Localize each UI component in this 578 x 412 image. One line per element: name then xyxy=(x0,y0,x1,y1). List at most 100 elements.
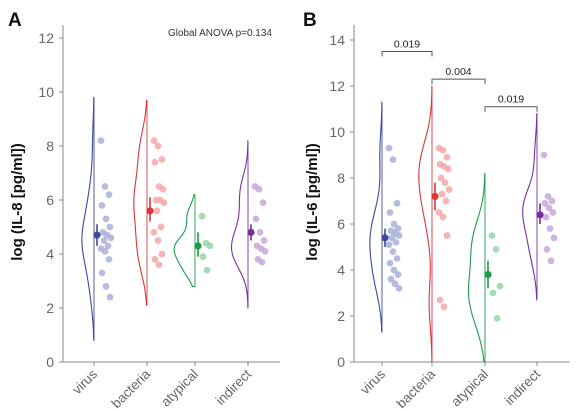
data-point-indirect xyxy=(256,229,264,236)
mean-point-virus xyxy=(93,231,101,239)
data-point-virus xyxy=(101,247,109,255)
data-point-indirect xyxy=(545,204,553,212)
violin-bacteria xyxy=(133,99,148,306)
anova-annotation: Global ANOVA p=0.134 xyxy=(168,28,272,39)
significance-bracket xyxy=(381,51,433,57)
data-point-bacteria xyxy=(155,261,163,269)
data-point-bacteria xyxy=(443,153,451,161)
violin-indirect xyxy=(230,140,249,309)
y-tick-label: 10 xyxy=(38,84,54,100)
y-tick-label: 0 xyxy=(46,354,54,370)
panel-b: B log (IL-6 [pg/ml]) 0 2 4 6 8 10 12 14 virus bac… xyxy=(303,10,570,411)
data-point-bacteria xyxy=(157,223,165,231)
data-point-virus xyxy=(390,266,398,274)
data-point-bacteria xyxy=(151,256,159,263)
group-atypical xyxy=(173,194,214,287)
data-point-indirect xyxy=(542,213,550,221)
data-point-bacteria xyxy=(438,190,446,198)
x-tick-label-indirect: indirect xyxy=(213,366,255,408)
y-tick-label: 2 xyxy=(46,300,54,316)
mean-point-atypical xyxy=(484,271,492,279)
data-point-bacteria xyxy=(443,232,451,239)
data-point-atypical xyxy=(488,232,496,239)
data-point-indirect xyxy=(546,225,554,233)
mean-point-indirect xyxy=(247,228,255,236)
panel-a: A Global ANOVA p=0.134 log (IL-8 [pg/ml]… xyxy=(8,10,280,411)
panel-a-ylabel: log (IL-8 [pg/ml]) xyxy=(9,143,26,260)
data-point-indirect xyxy=(541,199,549,207)
data-point-indirect xyxy=(548,197,556,205)
data-point-bacteria xyxy=(435,209,443,216)
data-point-virus xyxy=(105,191,113,199)
data-point-atypical xyxy=(206,242,214,250)
data-point-virus xyxy=(106,223,114,231)
group-virus xyxy=(81,96,115,341)
data-point-virus xyxy=(385,241,393,249)
data-point-virus xyxy=(390,220,398,228)
y-tick-label: 8 xyxy=(337,170,345,186)
violin-bacteria xyxy=(418,85,433,363)
data-point-bacteria xyxy=(440,303,448,311)
data-point-virus xyxy=(392,239,400,246)
data-point-virus xyxy=(389,156,397,164)
panel-b-groups xyxy=(369,85,558,363)
mean-point-indirect xyxy=(536,211,544,219)
data-point-virus xyxy=(395,285,403,292)
data-point-bacteria xyxy=(159,185,167,193)
data-point-bacteria xyxy=(153,207,161,215)
data-point-virus xyxy=(391,280,399,288)
data-point-bacteria xyxy=(154,237,162,244)
data-point-bacteria xyxy=(444,165,452,173)
violin-atypical xyxy=(467,172,486,363)
y-tick-label: 0 xyxy=(337,354,345,370)
y-tick-label: 6 xyxy=(337,216,345,232)
violin-atypical xyxy=(173,194,195,287)
mean-point-atypical xyxy=(194,242,202,250)
x-tick-label-bacteria: bacteria xyxy=(394,366,439,411)
panel-b-label: B xyxy=(303,10,317,31)
x-tick-label-virus: virus xyxy=(69,366,100,397)
data-point-virus xyxy=(387,275,395,283)
panel-a-groups xyxy=(81,96,269,341)
data-point-atypical xyxy=(489,289,497,297)
significance-bracket xyxy=(484,106,538,112)
mean-point-bacteria xyxy=(431,192,439,200)
data-point-bacteria xyxy=(437,174,445,182)
data-point-indirect xyxy=(547,257,555,265)
x-tick-label-atypical: atypical xyxy=(448,367,491,410)
data-point-virus xyxy=(105,256,113,263)
data-point-virus xyxy=(98,202,106,209)
data-point-atypical xyxy=(198,212,206,220)
data-point-virus xyxy=(389,248,397,256)
significance-bracket xyxy=(431,78,486,85)
data-point-indirect xyxy=(260,237,268,244)
data-point-virus xyxy=(102,215,110,223)
significance-label: 0.019 xyxy=(394,39,420,51)
data-point-indirect xyxy=(540,151,548,159)
x-tick-label-atypical: atypical xyxy=(158,367,201,410)
panel-b-ticks: 0 2 4 6 8 10 12 14 virus bacteria atypical indirect xyxy=(329,32,543,411)
data-point-virus xyxy=(98,269,106,277)
x-tick-label-bacteria: bacteria xyxy=(109,366,154,411)
data-point-indirect xyxy=(550,234,558,242)
data-point-bacteria xyxy=(439,147,447,154)
data-point-indirect xyxy=(261,247,269,255)
violin-virus xyxy=(81,96,95,341)
group-virus xyxy=(369,101,403,333)
y-tick-label: 4 xyxy=(46,246,54,262)
data-point-indirect xyxy=(543,245,551,253)
group-atypical xyxy=(467,172,504,363)
data-point-virus xyxy=(386,209,394,216)
data-point-virus xyxy=(104,242,112,250)
data-point-virus xyxy=(100,237,108,244)
x-tick-label-indirect: indirect xyxy=(502,366,544,408)
data-point-virus xyxy=(102,283,110,290)
panel-b-ylabel: log (IL-6 [pg/ml]) xyxy=(304,143,321,260)
data-point-virus xyxy=(106,293,114,301)
panel-a-ticks: 0 2 4 6 8 10 12 virus bacteria atypical indirect xyxy=(38,30,254,411)
y-tick-label: 14 xyxy=(329,32,345,48)
data-point-bacteria xyxy=(441,179,449,187)
data-point-bacteria xyxy=(436,296,444,304)
data-point-indirect xyxy=(255,185,263,193)
